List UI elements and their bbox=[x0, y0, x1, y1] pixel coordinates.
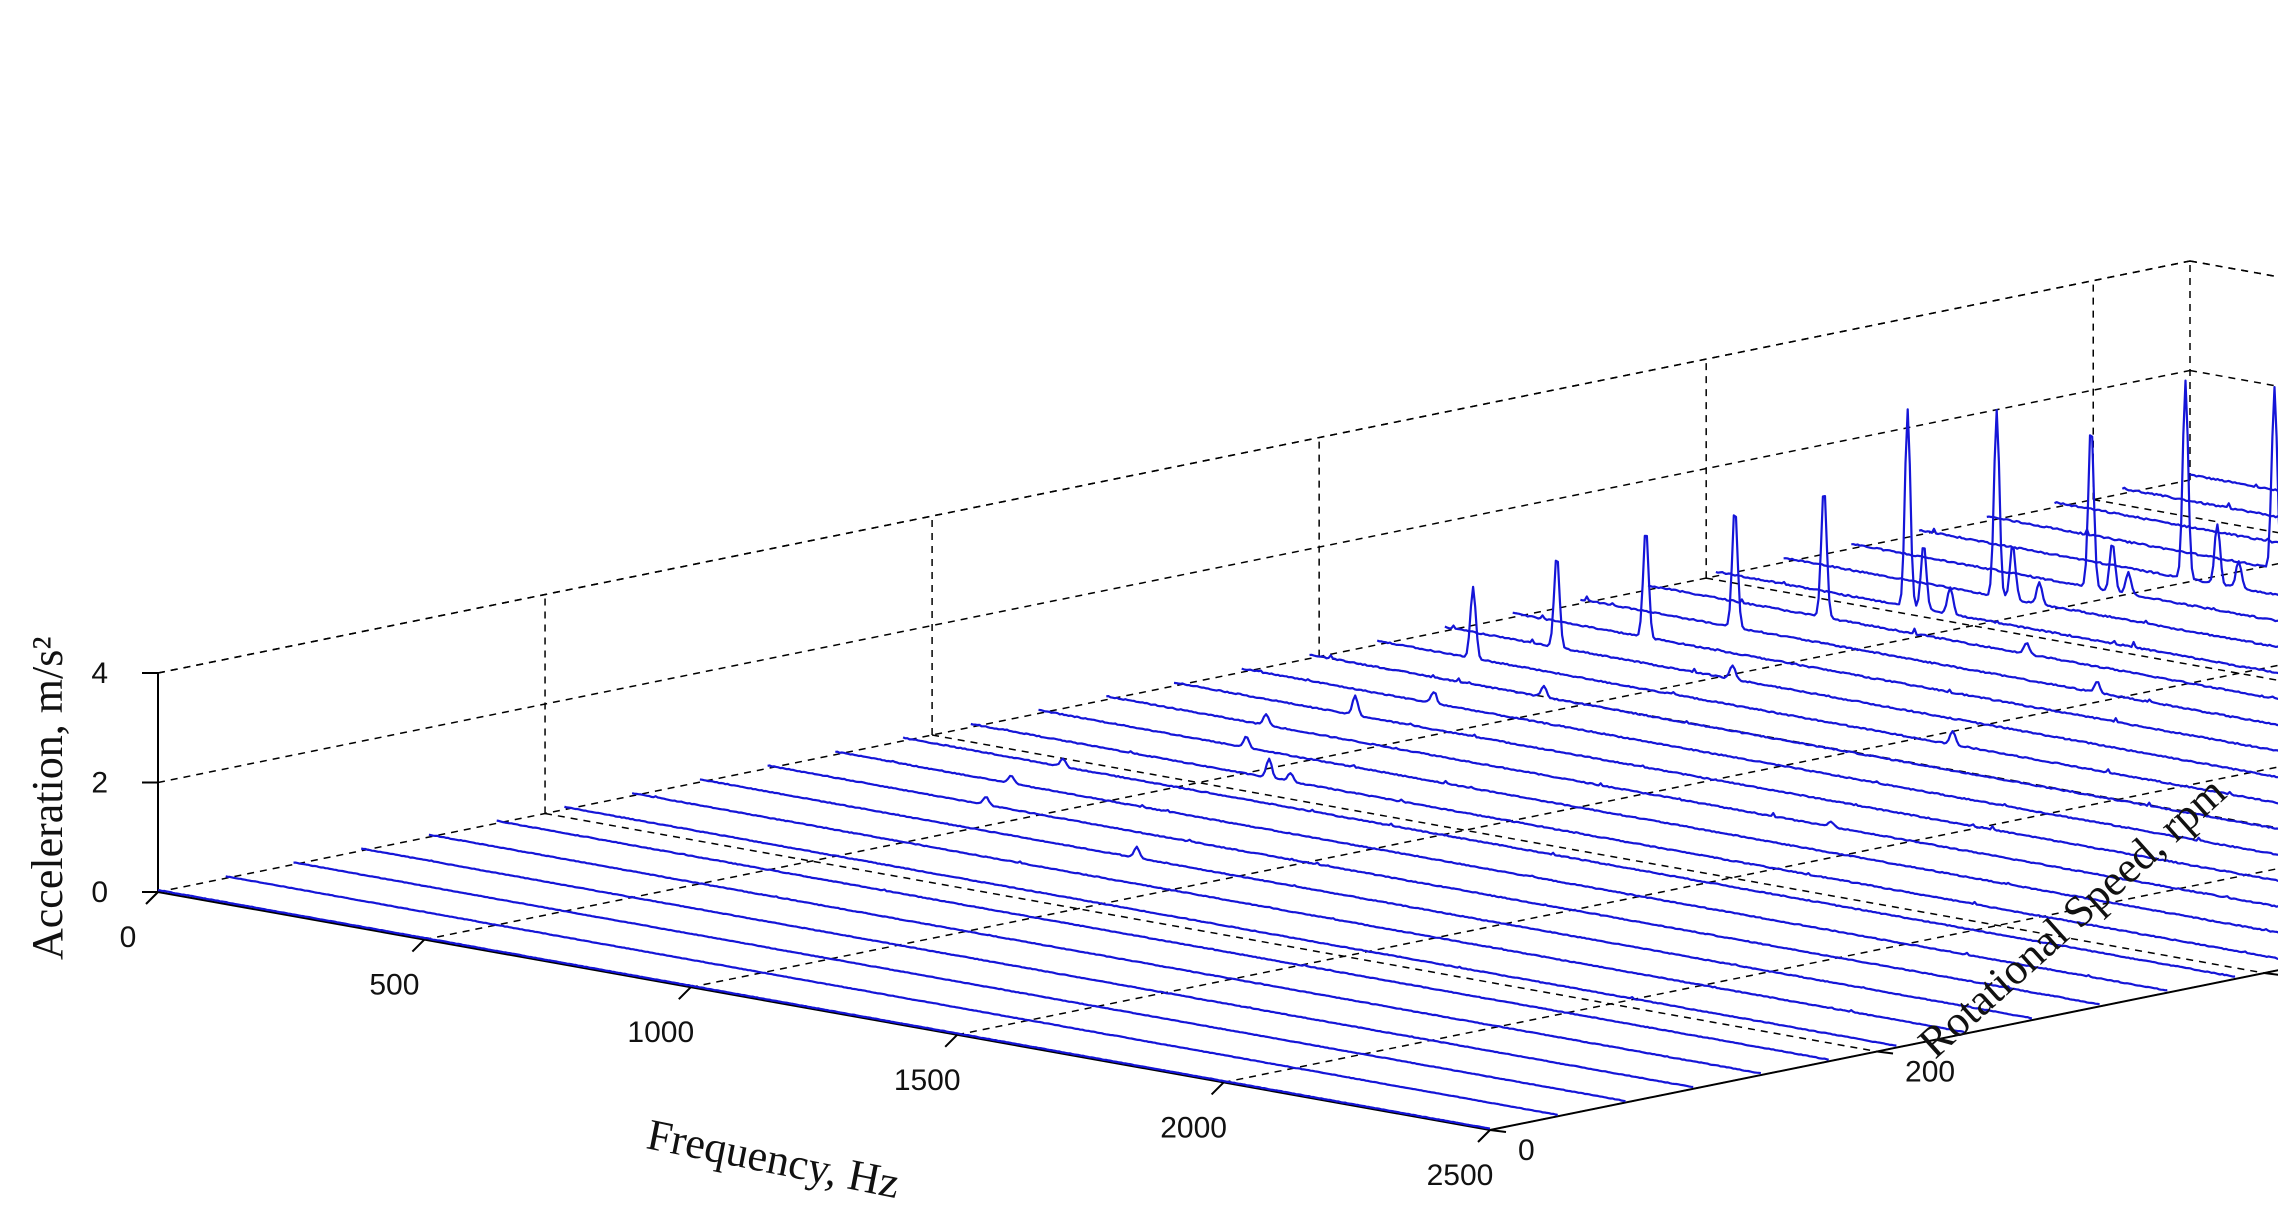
y-gridline-floor bbox=[544, 812, 1878, 1053]
z-tick-label: 4 bbox=[91, 657, 108, 690]
x-tick-label: 500 bbox=[369, 969, 419, 1002]
spectrum-line bbox=[360, 847, 1694, 1089]
spectrum-line bbox=[2189, 473, 2278, 492]
x-gridline-floor bbox=[1489, 969, 2278, 1131]
spectrum-line bbox=[1444, 559, 2278, 779]
x-tick-label: 1500 bbox=[894, 1064, 961, 1097]
x-tick-label: 1000 bbox=[627, 1016, 694, 1049]
spectrum-line bbox=[1647, 495, 2278, 701]
spectrum-line bbox=[1512, 534, 2278, 752]
tick-labels: 0500100015002000250002004006008001000024 bbox=[91, 657, 2278, 1192]
y-gridline-floor bbox=[931, 734, 2265, 974]
spectrum-line bbox=[1986, 386, 2278, 568]
x-gridline-floor bbox=[424, 563, 2278, 941]
spectrum-line bbox=[1376, 585, 2278, 805]
x-tick-label: 0 bbox=[120, 921, 137, 954]
x-axis-line bbox=[157, 891, 1491, 1131]
y-tick-label: 200 bbox=[1905, 1056, 1955, 1089]
x-tick-mark bbox=[944, 1034, 958, 1048]
spectrum-line bbox=[496, 819, 1829, 1061]
box-edge-back-top bbox=[2189, 260, 2278, 278]
x-tick-mark bbox=[145, 891, 159, 905]
spectrum-line bbox=[225, 875, 1558, 1117]
spectrum-line bbox=[1106, 694, 2278, 908]
z-gridline-back-wall bbox=[2189, 260, 2278, 278]
z-tick-label: 0 bbox=[91, 876, 108, 909]
spectrum-line bbox=[970, 722, 2278, 961]
x-tick-mark bbox=[1477, 1129, 1491, 1143]
box-edge-left-top bbox=[157, 260, 2191, 674]
spectrum-line bbox=[1783, 408, 2278, 649]
spectrum-line bbox=[699, 778, 2033, 1020]
spectrum-line bbox=[767, 764, 2100, 1006]
spectrum-line bbox=[1580, 514, 2278, 727]
spectrum-line bbox=[902, 736, 2236, 978]
spectrum-line bbox=[1241, 667, 2278, 856]
x-tick-mark bbox=[411, 938, 426, 953]
x-tick-label: 2000 bbox=[1160, 1111, 1227, 1144]
x-tick-label: 2500 bbox=[1427, 1159, 1494, 1192]
y-axis-line bbox=[1489, 969, 2278, 1131]
spectrum-line bbox=[293, 861, 1626, 1103]
spectrum-line bbox=[835, 750, 2168, 992]
x-tick-mark bbox=[678, 986, 692, 1000]
y-gridline-floor bbox=[1706, 577, 2278, 682]
spectrum-line bbox=[1918, 379, 2278, 597]
z-axis-title: Acceleration, m/s² bbox=[23, 636, 72, 960]
y-tick-mark bbox=[1876, 1050, 1894, 1055]
spectrum-line bbox=[2054, 501, 2278, 544]
spectrum-line bbox=[1309, 653, 2278, 830]
spectrum-line bbox=[1173, 681, 2278, 883]
spectrum-line bbox=[428, 833, 1762, 1075]
x-tick-mark bbox=[1210, 1081, 1225, 1096]
z-tick-label: 2 bbox=[91, 767, 108, 800]
z-gridline-left-wall bbox=[157, 260, 2191, 674]
y-tick-label: 0 bbox=[1518, 1134, 1535, 1167]
spectrum-line bbox=[1038, 708, 2278, 934]
spectrum-line bbox=[157, 889, 1491, 1130]
x-axis-title: Frequency, Hz bbox=[643, 1110, 904, 1208]
spectrum-line bbox=[1851, 434, 2278, 623]
box-edge-left-bottom bbox=[157, 479, 2191, 893]
spectrum-series bbox=[157, 379, 2278, 1130]
spectrum-line bbox=[1715, 408, 2278, 675]
spectrum-line bbox=[631, 792, 1965, 1034]
spectrum-line bbox=[564, 805, 1897, 1047]
spectrum-line bbox=[2121, 486, 2278, 519]
y-tick-mark bbox=[1489, 1129, 1507, 1133]
y-tick-mark bbox=[2263, 972, 2278, 976]
